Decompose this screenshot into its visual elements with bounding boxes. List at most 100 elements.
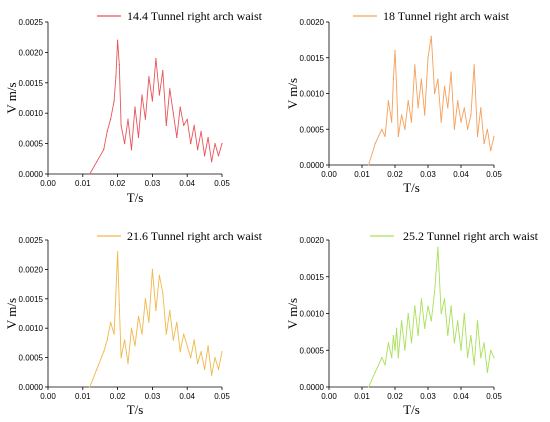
data-point [384, 364, 386, 366]
data-point [120, 124, 122, 126]
y-tick-label: 0.0005 [19, 354, 44, 363]
data-point [117, 39, 119, 41]
data-point [113, 333, 115, 335]
data-point [144, 298, 146, 300]
data-point [115, 292, 117, 294]
data-point [176, 136, 178, 139]
x-tick-label: 0.02 [110, 392, 126, 401]
data-point [148, 321, 150, 323]
chart-panel-3: 0.00 0.01 0.02 0.03 0.04 0.05 0.0000 0.0005 0.00… [4, 229, 263, 417]
data-point [197, 362, 199, 365]
x-tick-label: 0.04 [179, 392, 195, 401]
data-point [387, 342, 389, 344]
data-point [493, 135, 495, 137]
y-tick-label: 0.0020 [300, 18, 325, 27]
data-point [490, 150, 492, 152]
x-tick-label: 0.02 [387, 392, 403, 401]
data-point [457, 320, 459, 322]
x-tick-label: 0.01 [75, 179, 91, 188]
data-point [401, 320, 403, 322]
data-point [440, 312, 442, 315]
data-point [117, 251, 119, 253]
legend-label: 25.2 Tunnel right arch waist [403, 229, 539, 243]
x-axis-title: T/s [403, 402, 420, 417]
data-point [124, 339, 126, 341]
data-point [165, 333, 167, 335]
data-point [172, 112, 174, 114]
data-point [183, 124, 185, 126]
y-axis-title: V m/s [285, 78, 300, 109]
data-point [407, 100, 409, 102]
data-point [190, 143, 192, 145]
data-point [217, 368, 220, 370]
x-tick-label: 0.03 [145, 179, 161, 188]
data-point [127, 118, 129, 120]
data-point [480, 357, 482, 359]
data-point [473, 64, 475, 66]
data-point [460, 121, 462, 123]
data-point [392, 335, 394, 337]
data-point [384, 135, 386, 137]
x-tick-label: 0.05 [486, 392, 502, 401]
data-point [417, 107, 419, 109]
legend-label: 21.6 Tunnel right arch waist [127, 229, 263, 243]
data-point [394, 349, 396, 351]
data-point [197, 149, 199, 151]
x-axis-title: T/s [127, 190, 144, 205]
data-point [217, 155, 220, 157]
y-tick-label: 0.0015 [19, 295, 44, 304]
data-point [397, 135, 399, 137]
data-point [368, 386, 370, 388]
data-point [463, 107, 465, 109]
data-point [470, 114, 472, 116]
data-point [165, 124, 167, 126]
data-point [120, 357, 122, 359]
data-point [394, 50, 396, 52]
x-tick-label: 0.05 [486, 170, 502, 179]
x-tick-label: 0.02 [110, 179, 126, 188]
data-point [457, 100, 459, 102]
data-point [374, 143, 376, 145]
x-tick-label: 0.01 [75, 392, 91, 401]
data-point [176, 321, 178, 323]
y-tick-label: 0.0025 [19, 236, 44, 245]
data-point [404, 349, 406, 351]
data-point [443, 298, 446, 300]
legend-label: 14.4 Tunnel right arch waist [127, 9, 263, 23]
data-point [193, 124, 195, 126]
data-point [169, 88, 171, 90]
data-point [447, 107, 449, 109]
data-point [486, 371, 488, 373]
x-axis-title: T/s [403, 180, 420, 195]
y-tick-label: 0.0015 [300, 273, 325, 282]
y-tick-label: 0.0010 [300, 90, 325, 99]
data-point [186, 345, 188, 347]
y-tick-label: 0.0005 [19, 140, 44, 149]
data-point [476, 320, 479, 322]
chart-panel-1: 0.00 0.01 0.02 0.03 0.04 0.05 0.0000 0.0005 0.00… [4, 9, 263, 205]
data-point [453, 128, 455, 130]
data-point [427, 305, 429, 307]
data-point [118, 304, 120, 306]
y-axis-title: V m/s [4, 298, 19, 329]
data-point [96, 161, 98, 163]
data-point [144, 118, 146, 120]
data-point [414, 64, 416, 66]
data-point [483, 342, 485, 344]
data-point [200, 130, 202, 132]
data-point [200, 351, 202, 353]
data-point [391, 121, 393, 123]
y-tick-label: 0.0000 [300, 161, 325, 170]
data-point [141, 333, 143, 335]
data-point [396, 85, 398, 87]
chart-panel-2: 0.00 0.01 0.02 0.03 0.04 0.05 0.0000 0.0005 0.00… [285, 9, 510, 195]
data-point [179, 106, 181, 108]
x-tick-label: 0.05 [214, 392, 230, 401]
data-point [89, 173, 91, 175]
data-point [190, 357, 192, 359]
x-axis-title: T/s [127, 402, 144, 417]
data-point [204, 368, 206, 370]
data-point [480, 107, 482, 109]
x-tick-label: 0.01 [354, 170, 370, 179]
data-point [130, 327, 133, 329]
